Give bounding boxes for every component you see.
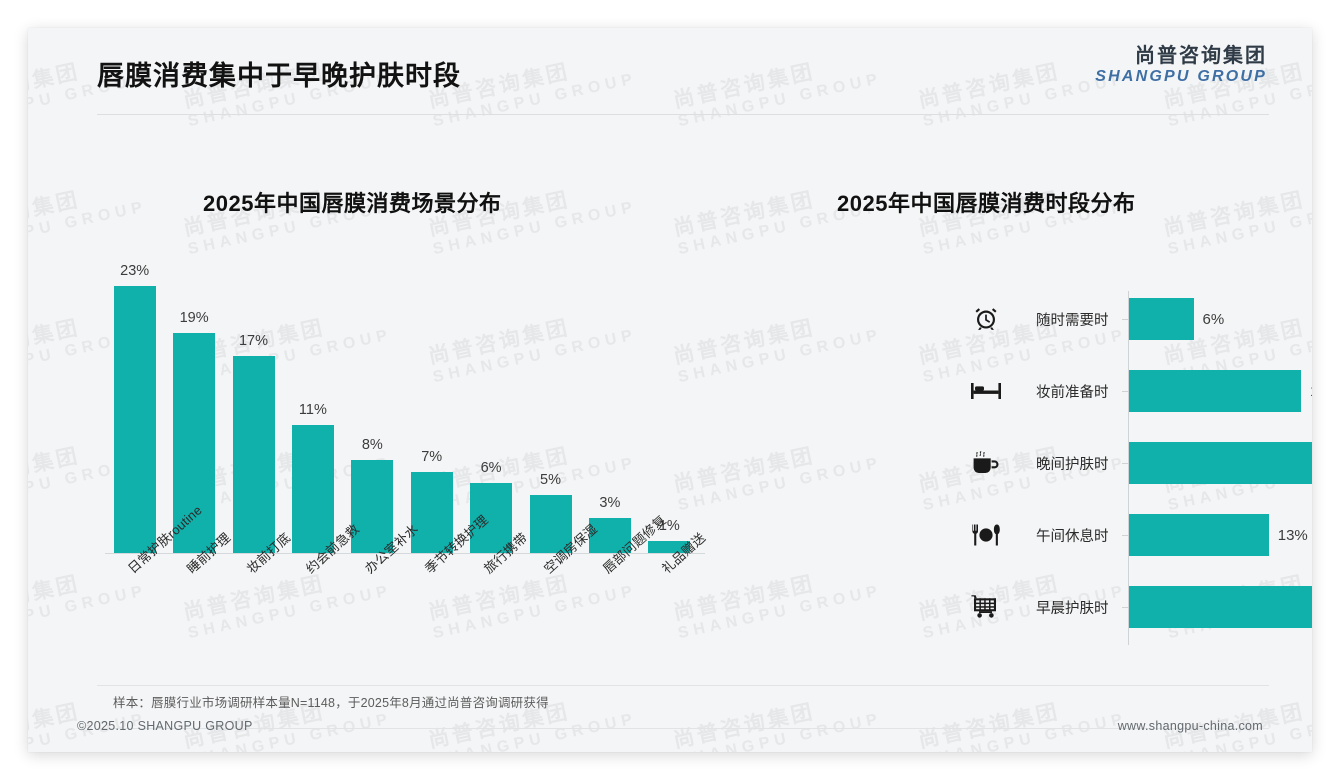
bar-value-label: 17% [238,332,269,349]
timeslot-category-label: 妆前准备时 [1036,384,1109,401]
bar-column[interactable]: 17% [232,263,275,553]
slide-canvas: 尚普咨询集团 SHANGPU GROUP 尚普咨询集团 SHANGPU GROUP 尚普… [28,28,1312,752]
bar-rect[interactable] [113,286,156,553]
bar-chart-baseline [105,553,705,554]
website-url: www.shangpu-china.com [1117,719,1263,733]
bar-value-label: 1% [658,518,680,535]
axis-tick [1122,391,1128,392]
axis-tick [1122,535,1128,536]
timeslot-row[interactable]: 随时需要时 6% [728,291,1288,347]
timeslot-row[interactable]: 妆前准备时 16% [728,363,1312,419]
timeslot-value-label: 13% [1277,526,1308,544]
axis-tick [1122,319,1128,320]
timeslot-value-label: 6% [1202,310,1225,328]
bar-rect[interactable] [351,460,394,553]
footer-divider [97,728,1269,729]
bar-column[interactable]: 11% [291,263,334,553]
bar-rect[interactable] [410,471,453,553]
timeslot-axis-line [1128,291,1129,645]
bar-value-label: 3% [599,495,621,512]
timeslot-bar-rect[interactable] [1129,298,1194,340]
bar-plot-area: 23% 19% 17% 11% 8% 7% 6% 5% 3% 1% [105,263,699,553]
timeslot-value-label: 16% [1310,383,1312,400]
bar-rect[interactable] [529,495,572,553]
timeslot-row[interactable]: 早晨护肤时28% [728,579,1312,635]
bar-value-label: 6% [480,460,502,477]
logo-chinese-text: 尚普咨询集团 [1135,45,1267,67]
bar-value-label: 5% [540,472,561,488]
timeslot-bar-rect[interactable] [1129,442,1312,484]
footnote-text: 样本：唇膜行业市场调研样本量N=1148，于2025年8月通过尚普咨询调研获得 [113,696,549,710]
bar-column[interactable]: 7% [410,263,453,553]
right-chart-title: 2025年中国唇膜消费时段分布 [837,191,1136,216]
timeslot-category-label: 晚间护肤时 [1036,456,1109,473]
footnote-divider [97,685,1269,686]
alarm-clock-icon [966,299,1006,339]
timeslot-category-label: 早晨护肤时 [1036,600,1109,617]
timeslot-row[interactable]: 晚间护肤时37% [728,435,1312,491]
copyright-text: ©2025.10 SHANGPU GROUP [77,719,253,733]
header-divider [97,114,1269,115]
bar-rect[interactable] [648,541,691,553]
left-chart-title: 2025年中国唇膜消费场景分布 [203,191,502,216]
hot-mug-icon [966,443,1006,483]
bar-value-label: 7% [421,448,443,465]
scenario-bar-chart: 23% 19% 17% 11% 8% 7% 6% 5% 3% 1% 日常护肤routine 睡前护理… [73,263,713,663]
bar-column[interactable]: 6% [470,263,513,553]
logo-english-text: SHANGPU GROUP [1095,67,1267,85]
bar-column[interactable]: 1% [648,263,691,553]
timeslot-bar-rect[interactable] [1129,514,1269,556]
bar-column[interactable]: 3% [588,263,631,553]
brand-logo: 尚普咨询集团 SHANGPU GROUP [1095,45,1267,85]
timeslot-bar-rect[interactable] [1129,586,1312,628]
bar-value-label: 19% [179,309,209,326]
bar-value-label: 8% [361,437,383,454]
bar-rect[interactable] [173,332,216,553]
bar-column[interactable]: 5% [529,263,572,553]
timeslot-category-label: 午间休息时 [1036,528,1109,545]
bar-value-label: 11% [298,402,327,419]
shopping-cart-icon [966,587,1006,627]
bar-value-label: 23% [120,263,150,280]
slide-header: 唇膜消费集中于早晚护肤时段 尚普咨询集团 SHANGPU GROUP [28,28,1312,116]
timeslot-bar-rect[interactable] [1129,370,1301,412]
bar-column[interactable]: 8% [351,263,394,553]
page-title: 唇膜消费集中于早晚护肤时段 [97,61,461,91]
axis-tick [1122,463,1128,464]
bar-rect[interactable] [470,483,513,553]
cutlery-plate-icon [966,515,1006,555]
axis-tick [1122,607,1128,608]
timeslot-bar-chart: 随时需要时 6% 妆前准备时 16% 晚间护肤时37% 午间休息时 13% 早晨护肤时28% [728,283,1312,663]
bar-column[interactable]: 23% [113,263,156,553]
timeslot-row[interactable]: 午间休息时 13% [728,507,1308,563]
bar-rect[interactable] [291,425,334,553]
timeslot-category-label: 随时需要时 [1036,312,1109,329]
bed-icon [966,371,1006,411]
bar-rect[interactable] [588,518,631,553]
bar-rect[interactable] [232,355,275,553]
bar-column[interactable]: 19% [173,263,216,553]
